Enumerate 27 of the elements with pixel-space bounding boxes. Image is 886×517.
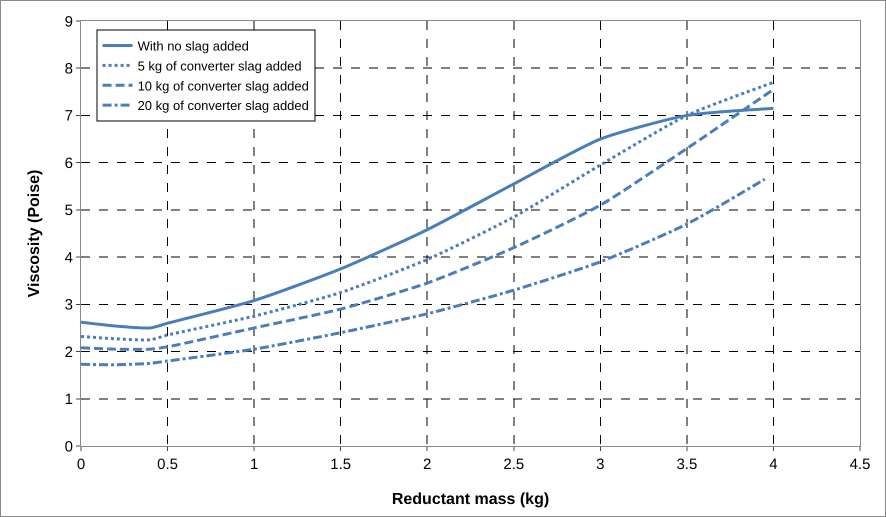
y-tick-label: 2	[64, 344, 73, 361]
y-tick-label: 4	[64, 249, 73, 266]
x-tick-label: 0.5	[157, 456, 178, 473]
y-tick-label: 6	[64, 154, 73, 172]
x-axis-title: Reductant mass (kg)	[392, 491, 550, 508]
y-tick-label: 3	[64, 296, 73, 314]
x-tick-label: 4	[769, 456, 778, 473]
x-tick-label: 1	[250, 456, 258, 473]
x-tick-label: 0	[76, 456, 86, 473]
y-tick-label: 5	[64, 202, 73, 220]
y-axis-title: Viscosity (Poise)	[26, 170, 43, 298]
y-tick-label: 7	[64, 108, 73, 125]
x-tick-label: 1.5	[330, 456, 352, 473]
y-tick-label: 8	[64, 60, 73, 78]
y-tick-label: 9	[64, 13, 73, 30]
legend-label: With no slag added	[138, 38, 249, 54]
y-tick-label: 1	[64, 391, 73, 408]
legend-label: 10 kg of converter slag added	[138, 78, 309, 94]
x-tick-label: 3.5	[676, 456, 698, 473]
line-series	[81, 178, 766, 366]
x-tick-label: 2	[423, 456, 432, 473]
y-tick-label: 0	[64, 438, 73, 456]
x-tick-label: 4.5	[850, 456, 870, 473]
x-tick-label: 3	[596, 456, 604, 473]
legend-label: 20 kg of converter slag added	[138, 98, 309, 114]
x-tick-label: 2.5	[503, 456, 524, 473]
legend-label: 5 kg of converter slag added	[138, 58, 302, 74]
